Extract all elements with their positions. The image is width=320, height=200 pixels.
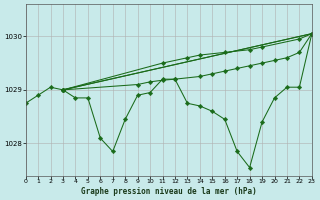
X-axis label: Graphe pression niveau de la mer (hPa): Graphe pression niveau de la mer (hPa) bbox=[81, 187, 257, 196]
